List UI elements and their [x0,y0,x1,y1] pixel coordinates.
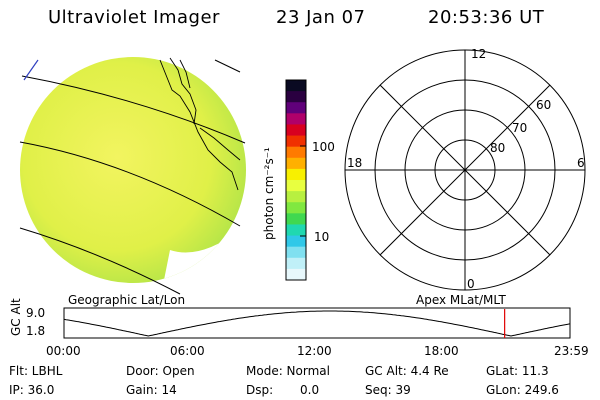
status-mode: Mode: Normal [246,364,330,378]
status-ip: IP: 36.0 [9,383,55,397]
colorbar-segment [286,102,306,114]
orbit-ytick-high: 9.0 [26,306,46,320]
orbit-altitude-curve [63,310,571,337]
colorbar-segment [286,268,306,281]
mlt-label-0: 0 [467,277,475,291]
colorbar-tick-100: 100 [312,140,335,154]
status-door: Door: Open [126,364,195,378]
colorbar-segment [286,213,306,225]
orbit-ylabel: GC Alt [9,298,23,336]
status-gc-alt: GC Alt: 4.4 Re [365,364,449,378]
scan-marker [23,59,39,81]
lat-label-60: 60 [536,98,552,112]
orbit-ytick-low: 1.8 [26,324,46,338]
orbit-xtick-1200: 12:00 [297,344,332,358]
uv-disk-fill [20,57,246,283]
mlt-label-18: 18 [347,156,363,170]
mlt-label-6: 6 [577,156,585,170]
colorbar-segment [286,113,306,125]
colorbar-segment [286,180,306,192]
colorbar-segment [286,191,306,203]
colorbar-segment [286,146,306,159]
colorbar-segment [286,91,306,103]
date-label: 23 Jan 07 [276,7,366,28]
orbit-xtick-1800: 18:00 [424,344,459,358]
geographic-caption: Geographic Lat/Lon [68,293,186,307]
apex-caption: Apex MLat/MLT [416,293,506,307]
graticule-lines [19,59,246,295]
colorbar-segment [286,202,306,214]
colorbar-tick-10: 10 [314,230,330,244]
colorbar-segment [286,246,306,259]
colorbar-segment [286,257,306,270]
lat-label-70: 70 [512,121,528,135]
status-dsp-label: Dsp: [246,383,274,397]
status-glon: GLon: 249.6 [486,383,559,397]
colorbar-segment [286,157,306,170]
orbit-xtick-0600: 06:00 [170,344,205,358]
status-seq: Seq: 39 [365,383,411,397]
colorbar-segment [286,135,306,148]
lat-label-80: 80 [490,141,506,155]
status-glat: GLat: 11.3 [486,364,549,378]
mlt-label-12: 12 [471,47,487,61]
status-dsp-value: 0.0 [300,383,320,397]
colorbar-segment [286,124,306,137]
coastline [159,57,241,191]
colorbar-segment [286,168,306,181]
status-flt: Flt: LBHL [9,364,63,378]
status-gain: Gain: 14 [126,383,177,397]
polar-diagonal-2 [379,84,551,256]
orbit-xtick-2359: 23:59 [554,344,589,358]
instrument-title: Ultraviolet Imager [48,7,220,28]
colorbar-segment [286,224,306,237]
orbit-xtick-0000: 00:00 [46,344,81,358]
time-label: 20:53:36 UT [428,7,545,28]
colorbar-segment [286,80,306,92]
colorbar-segment [286,235,306,248]
